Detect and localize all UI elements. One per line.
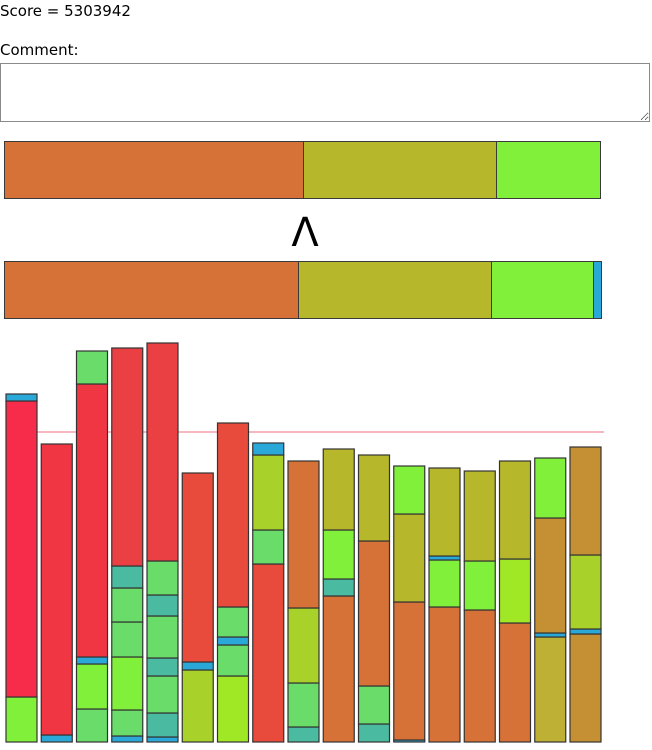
column-3-segment-2 (75, 663, 109, 710)
column-8-segment-2 (252, 529, 285, 565)
column-9-segment-2 (287, 682, 320, 728)
column-14-segment-2 (463, 560, 496, 611)
column-11-segment-3 (357, 540, 391, 687)
column-3-segment-1 (75, 708, 109, 743)
column-11-segment-4 (357, 454, 391, 542)
column-6-segment-2 (181, 661, 214, 671)
column-5-segment-6 (146, 594, 179, 617)
column-16-segment-4 (534, 457, 567, 519)
column-8-segment-4 (252, 442, 285, 456)
column-4-segment-5 (111, 587, 144, 623)
column-12-segment-4 (393, 465, 426, 515)
column-7-segment-3 (216, 636, 250, 646)
column-1-segment-3 (5, 393, 38, 402)
column-5-segment-4 (146, 657, 179, 677)
column-10-segment-2 (322, 578, 355, 597)
column-9-segment-3 (287, 607, 320, 684)
column-8-segment-3 (252, 454, 285, 531)
column-10-segment-3 (322, 529, 355, 580)
column-13-segment-4 (428, 467, 461, 557)
column-4-segment-7 (111, 347, 144, 567)
column-2-segment-1 (40, 734, 73, 743)
column-4-segment-3 (111, 656, 144, 711)
column-9-segment-1 (287, 726, 320, 743)
column-15-segment-1 (498, 622, 532, 743)
comparison-symbol: Λ (291, 210, 319, 256)
column-17-segment-1 (569, 633, 602, 743)
column-11-segment-2 (357, 685, 391, 725)
bottom-bar-segment-blue (594, 261, 602, 319)
column-5-segment-3 (146, 675, 179, 714)
column-14-segment-3 (463, 470, 496, 562)
column-8-segment-1 (252, 563, 285, 743)
column-5-segment-7 (146, 560, 179, 596)
bottom-stacked-bar (4, 261, 604, 319)
column-1-segment-2 (5, 400, 38, 698)
column-7-segment-5 (216, 422, 250, 608)
column-5-segment-8 (146, 342, 179, 562)
column-13-segment-1 (428, 606, 461, 743)
column-5-segment-1 (146, 736, 179, 743)
column-16-segment-3 (534, 517, 567, 634)
column-2-segment-2 (40, 443, 73, 736)
top-bar-segment-olive (303, 141, 497, 199)
column-12-segment-3 (393, 513, 426, 603)
column-15-segment-3 (498, 460, 532, 560)
column-13-segment-2 (428, 559, 461, 608)
top-stacked-bar (4, 141, 601, 199)
column-17-segment-3 (569, 554, 602, 630)
column-7-segment-4 (216, 606, 250, 638)
column-12-segment-2 (393, 601, 426, 741)
comment-label: Comment: (0, 41, 79, 59)
column-6-segment-1 (181, 669, 214, 743)
column-3-segment-4 (75, 383, 109, 658)
column-10-segment-1 (322, 595, 355, 743)
column-3-segment-3 (75, 656, 109, 665)
top-bar-segment-orange (4, 141, 304, 199)
column-5-segment-5 (146, 615, 179, 659)
column-4-segment-4 (111, 621, 144, 658)
column-7-segment-2 (216, 644, 250, 677)
comment-textarea[interactable] (0, 63, 650, 122)
column-5-segment-2 (146, 712, 179, 738)
column-17-segment-2 (569, 628, 602, 635)
column-4-segment-6 (111, 565, 144, 589)
column-16-segment-1 (534, 636, 567, 743)
stacked-columns-chart (5, 342, 604, 743)
column-1-segment-1 (5, 696, 38, 743)
bottom-bar-segment-orange (4, 261, 300, 319)
column-3-segment-5 (75, 350, 109, 385)
column-9-segment-4 (287, 460, 320, 609)
column-6-segment-3 (181, 472, 214, 663)
top-bar-segment-lime (496, 141, 601, 199)
column-7-segment-1 (216, 675, 250, 743)
column-10-segment-4 (322, 448, 355, 531)
column-14-segment-1 (463, 609, 496, 743)
column-15-segment-2 (498, 558, 532, 624)
score-label: Score = 5303942 (0, 2, 131, 20)
column-4-segment-2 (111, 709, 144, 737)
bottom-bar-segment-lime (492, 261, 595, 319)
column-4-segment-1 (111, 735, 144, 743)
bottom-bar-segment-olive (299, 261, 493, 319)
column-17-segment-4 (569, 446, 602, 556)
column-11-segment-1 (357, 723, 391, 743)
